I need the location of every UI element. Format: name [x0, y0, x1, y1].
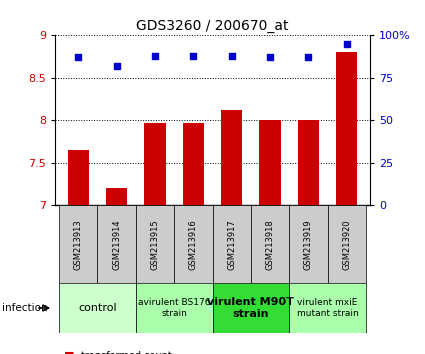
- Text: infection: infection: [2, 303, 48, 313]
- Text: GSM213918: GSM213918: [266, 219, 275, 270]
- Bar: [59, 205, 97, 283]
- Bar: [183, 123, 204, 205]
- Bar: [298, 120, 319, 205]
- Bar: [336, 52, 357, 205]
- Text: avirulent BS176
strain: avirulent BS176 strain: [138, 298, 210, 318]
- Point: [266, 55, 273, 60]
- Text: virulent mxiE
mutant strain: virulent mxiE mutant strain: [297, 298, 358, 318]
- Text: GSM213919: GSM213919: [304, 219, 313, 270]
- Text: GSM213913: GSM213913: [74, 219, 83, 270]
- Bar: [136, 283, 212, 333]
- Bar: [251, 205, 289, 283]
- Point: [113, 63, 120, 69]
- Bar: [59, 283, 136, 333]
- Point: [305, 55, 312, 60]
- Point: [343, 41, 350, 47]
- Bar: [289, 283, 366, 333]
- Text: GSM213917: GSM213917: [227, 219, 236, 270]
- Text: ■: ■: [64, 351, 74, 354]
- Title: GDS3260 / 200670_at: GDS3260 / 200670_at: [136, 19, 289, 33]
- Text: GSM213915: GSM213915: [150, 219, 159, 270]
- Bar: [212, 283, 289, 333]
- Text: GSM213914: GSM213914: [112, 219, 121, 270]
- Bar: [144, 123, 165, 205]
- Bar: [106, 188, 127, 205]
- Bar: [174, 205, 212, 283]
- Point: [75, 55, 82, 60]
- Bar: [260, 120, 280, 205]
- Bar: [68, 150, 89, 205]
- Text: GSM213916: GSM213916: [189, 219, 198, 270]
- Text: GSM213920: GSM213920: [342, 219, 351, 270]
- Bar: [97, 205, 136, 283]
- Bar: [212, 205, 251, 283]
- Point: [190, 53, 197, 59]
- Bar: [289, 205, 328, 283]
- Bar: [328, 205, 366, 283]
- Point: [228, 53, 235, 59]
- Point: [152, 53, 159, 59]
- Bar: [221, 110, 242, 205]
- Bar: [136, 205, 174, 283]
- Text: virulent M90T
strain: virulent M90T strain: [207, 297, 294, 319]
- Text: control: control: [78, 303, 117, 313]
- Text: transformed count: transformed count: [81, 351, 172, 354]
